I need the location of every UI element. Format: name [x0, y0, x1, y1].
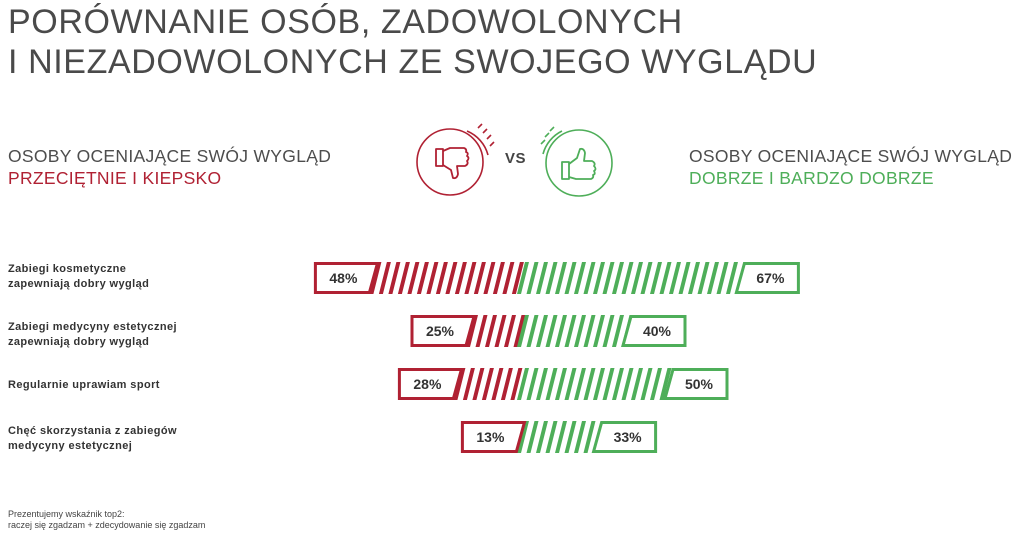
bar-row: 25% 40%: [410, 315, 687, 347]
value-box-satisfied: [591, 421, 658, 453]
bar-dissatisfied: [453, 368, 523, 400]
group-satisfied: OSOBY OCENIAJĄCE SWÓJ WYGLĄD DOBRZE I BA…: [689, 145, 1012, 189]
thumbs-up-icon: [540, 126, 613, 197]
group-dissatisfied: OSOBY OCENIAJĄCE SWÓJ WYGLĄD PRZECIĘTNIE…: [8, 145, 331, 189]
bar-row: 28% 50%: [397, 368, 729, 400]
title-line-2: I NIEZADOWOLONYCH ZE SWOJEGO WYGLĄDU: [8, 43, 818, 81]
category-label: Chęć skorzystania z zabiegów medycyny est…: [8, 424, 228, 454]
category-label-line: Zabiegi medycyny estetycznej: [8, 321, 177, 333]
value-label-dissatisfied: 48%: [329, 270, 358, 286]
value-box-satisfied: [663, 368, 729, 400]
page-title: PORÓWNANIE OSÓB, ZADOWOLONYCH I NIEZADOW…: [8, 2, 817, 82]
group-satisfied-line-1: OSOBY OCENIAJĄCE SWÓJ WYGLĄD: [689, 146, 1013, 166]
category-label-line: medycyny estetycznej: [8, 440, 133, 452]
value-box-dissatisfied: [410, 315, 476, 347]
vs-label: VS: [505, 150, 527, 167]
bar-satisfied: [517, 315, 634, 347]
category-label: Zabiegi medycyny estetycznej zapewniają d…: [8, 320, 228, 350]
value-box-dissatisfied: [460, 421, 527, 453]
category-label-line: zapewniają dobry wygląd: [8, 278, 150, 290]
group-dissatisfied-line-1: OSOBY OCENIAJĄCE SWÓJ WYGLĄD: [8, 146, 332, 166]
category-label-line: Regularnie uprawiam sport: [8, 379, 160, 391]
value-label-satisfied: 40%: [643, 323, 672, 339]
value-label-satisfied: 50%: [685, 376, 714, 392]
footnote-line-1: Prezentujemy wskaźnik top2:: [8, 509, 125, 519]
bar-dissatisfied: [466, 315, 526, 347]
group-dissatisfied-line-2: PRZECIĘTNIE I KIEPSKO: [8, 168, 222, 188]
value-label-satisfied: 33%: [614, 429, 643, 445]
thumbs-down-icon: [416, 123, 495, 196]
bar-dissatisfied: [369, 262, 524, 294]
bar-satisfied: [517, 368, 672, 400]
category-label-line: zapewniają dobry wygląd: [8, 336, 150, 348]
category-label: Regularnie uprawiam sport: [8, 378, 228, 393]
title-line-1: PORÓWNANIE OSÓB, ZADOWOLONYCH: [8, 3, 683, 41]
value-box-dissatisfied: [397, 368, 464, 400]
bar-row: 48% 67%: [313, 262, 800, 294]
footnote: Prezentujemy wskaźnik top2: raczej się z…: [8, 509, 205, 531]
category-label-line: Zabiegi kosmetyczne: [8, 263, 127, 275]
value-label-dissatisfied: 28%: [413, 376, 442, 392]
bar-row: 13% 33%: [460, 421, 658, 453]
value-label-dissatisfied: 25%: [426, 323, 455, 339]
value-box-dissatisfied: [313, 262, 380, 294]
value-box-satisfied: [734, 262, 800, 294]
value-label-satisfied: 67%: [756, 270, 785, 286]
bar-satisfied: [517, 262, 748, 294]
category-label: Zabiegi kosmetyczne zapewniają dobry wygl…: [8, 262, 228, 292]
value-box-satisfied: [621, 315, 687, 347]
bar-satisfied: [517, 421, 605, 453]
footnote-line-2: raczej się zgadzam + zdecydowanie się zg…: [8, 520, 206, 530]
category-label-line: Chęć skorzystania z zabiegów: [8, 425, 177, 437]
value-label-dissatisfied: 13%: [476, 429, 505, 445]
group-satisfied-line-2: DOBRZE I BARDZO DOBRZE: [689, 168, 934, 188]
